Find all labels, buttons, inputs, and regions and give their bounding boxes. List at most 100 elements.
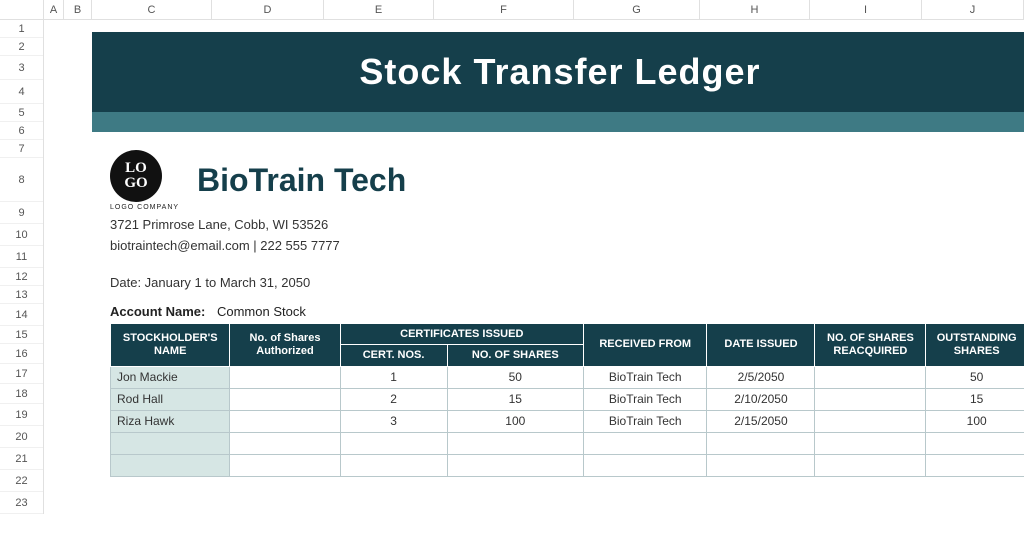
banner-title: Stock Transfer Ledger — [92, 32, 1024, 112]
table-cell[interactable]: Jon Mackie — [111, 366, 230, 388]
table-cell[interactable] — [111, 454, 230, 476]
table-cell[interactable]: Riza Hawk — [111, 410, 230, 432]
table-cell[interactable]: 2 — [340, 388, 447, 410]
logo-icon: LO GO — [110, 150, 162, 202]
table-cell[interactable] — [230, 366, 340, 388]
table-cell[interactable] — [707, 432, 815, 454]
table-row[interactable]: Rod Hall215BioTrain Tech2/10/205015 — [111, 388, 1024, 410]
row-header[interactable]: 15 — [0, 326, 43, 344]
table-cell[interactable]: 15 — [926, 388, 1024, 410]
banner-subbar — [92, 112, 1024, 132]
row-header[interactable]: 10 — [0, 224, 43, 246]
table-cell[interactable] — [340, 432, 447, 454]
table-subheader: CERT. NOS. — [340, 345, 447, 367]
row-header[interactable]: 5 — [0, 104, 43, 122]
date-range: Date: January 1 to March 31, 2050 — [92, 257, 1024, 294]
row-header[interactable]: 20 — [0, 426, 43, 448]
ledger-table: STOCKHOLDER'S NAMENo. of Shares Authoriz… — [110, 323, 1024, 477]
column-header[interactable]: J — [922, 0, 1024, 19]
row-header[interactable]: 11 — [0, 246, 43, 268]
table-cell[interactable]: 2/5/2050 — [707, 366, 815, 388]
table-cell[interactable] — [447, 454, 583, 476]
table-header: OUTSTANDING SHARES — [926, 323, 1024, 366]
table-cell[interactable] — [230, 388, 340, 410]
table-cell[interactable] — [111, 432, 230, 454]
row-header[interactable]: 23 — [0, 492, 43, 514]
table-cell[interactable] — [815, 432, 926, 454]
row-header[interactable]: 14 — [0, 304, 43, 326]
table-cell[interactable]: 2/15/2050 — [707, 410, 815, 432]
table-cell[interactable]: 100 — [447, 410, 583, 432]
row-header[interactable]: 8 — [0, 158, 43, 202]
logo-caption: LOGO COMPANY — [110, 204, 179, 211]
row-header[interactable]: 21 — [0, 448, 43, 470]
column-header[interactable]: G — [574, 0, 700, 19]
table-cell[interactable]: 50 — [447, 366, 583, 388]
row-header[interactable]: 2 — [0, 38, 43, 56]
row-header[interactable]: 7 — [0, 140, 43, 158]
table-cell[interactable]: 3 — [340, 410, 447, 432]
account-label: Account Name: — [110, 304, 205, 319]
column-header[interactable]: I — [810, 0, 922, 19]
table-cell[interactable] — [583, 432, 706, 454]
table-cell[interactable] — [926, 454, 1024, 476]
table-cell[interactable]: BioTrain Tech — [583, 388, 706, 410]
table-cell[interactable]: BioTrain Tech — [583, 366, 706, 388]
table-cell[interactable]: Rod Hall — [111, 388, 230, 410]
table-header: STOCKHOLDER'S NAME — [111, 323, 230, 366]
account-name: Common Stock — [217, 304, 306, 319]
row-header[interactable]: 6 — [0, 122, 43, 140]
table-cell[interactable] — [340, 454, 447, 476]
table-cell[interactable]: 50 — [926, 366, 1024, 388]
row-header[interactable]: 22 — [0, 470, 43, 492]
column-header[interactable] — [0, 0, 44, 19]
table-cell[interactable]: 2/10/2050 — [707, 388, 815, 410]
table-row[interactable] — [111, 454, 1024, 476]
address-line: 3721 Primrose Lane, Cobb, WI 53526 — [110, 215, 1010, 236]
table-cell[interactable] — [707, 454, 815, 476]
row-header[interactable]: 3 — [0, 56, 43, 80]
table-row[interactable] — [111, 432, 1024, 454]
table-cell[interactable]: BioTrain Tech — [583, 410, 706, 432]
table-cell[interactable] — [926, 432, 1024, 454]
row-header[interactable]: 17 — [0, 364, 43, 384]
row-header[interactable]: 9 — [0, 202, 43, 224]
company-name: BioTrain Tech — [197, 162, 406, 199]
column-header[interactable]: F — [434, 0, 574, 19]
row-header[interactable]: 16 — [0, 344, 43, 364]
table-cell[interactable]: 100 — [926, 410, 1024, 432]
row-header[interactable]: 1 — [0, 20, 43, 38]
table-cell[interactable] — [815, 388, 926, 410]
logo-text-bottom: GO — [124, 176, 147, 191]
table-cell[interactable] — [815, 366, 926, 388]
table-cell[interactable]: 1 — [340, 366, 447, 388]
table-cell[interactable] — [230, 432, 340, 454]
row-header[interactable]: 4 — [0, 80, 43, 104]
row-header[interactable]: 18 — [0, 384, 43, 404]
column-header[interactable]: D — [212, 0, 324, 19]
column-header[interactable]: A — [44, 0, 64, 19]
table-header: NO. OF SHARES REACQUIRED — [815, 323, 926, 366]
table-header: CERTIFICATES ISSUED — [340, 323, 583, 345]
column-header[interactable]: C — [92, 0, 212, 19]
table-cell[interactable] — [230, 410, 340, 432]
row-header[interactable]: 19 — [0, 404, 43, 426]
table-cell[interactable] — [815, 410, 926, 432]
contact-line: biotraintech@email.com | 222 555 7777 — [110, 236, 1010, 257]
column-headers: ABCDEFGHIJ — [0, 0, 1024, 20]
column-header[interactable]: H — [700, 0, 810, 19]
table-header: RECEIVED FROM — [583, 323, 706, 366]
table-cell[interactable] — [230, 454, 340, 476]
row-header[interactable]: 13 — [0, 286, 43, 304]
column-header[interactable]: B — [64, 0, 92, 19]
table-cell[interactable] — [815, 454, 926, 476]
table-cell[interactable] — [447, 432, 583, 454]
table-row[interactable]: Jon Mackie150BioTrain Tech2/5/205050 — [111, 366, 1024, 388]
column-header[interactable]: E — [324, 0, 434, 19]
row-header[interactable]: 12 — [0, 268, 43, 286]
table-row[interactable]: Riza Hawk3100BioTrain Tech2/15/2050100 — [111, 410, 1024, 432]
logo-text-top: LO — [125, 161, 147, 176]
table-header: DATE ISSUED — [707, 323, 815, 366]
table-cell[interactable]: 15 — [447, 388, 583, 410]
table-cell[interactable] — [583, 454, 706, 476]
